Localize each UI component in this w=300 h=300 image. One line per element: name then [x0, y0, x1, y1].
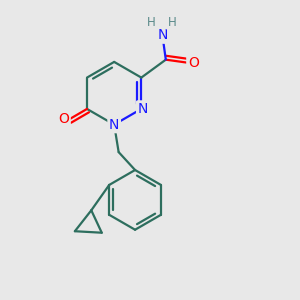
- Text: H: H: [147, 16, 156, 29]
- Text: O: O: [58, 112, 69, 126]
- Text: N: N: [109, 118, 119, 132]
- Text: O: O: [188, 56, 199, 70]
- Text: N: N: [138, 102, 148, 116]
- Text: N: N: [158, 28, 168, 42]
- Text: H: H: [168, 16, 177, 29]
